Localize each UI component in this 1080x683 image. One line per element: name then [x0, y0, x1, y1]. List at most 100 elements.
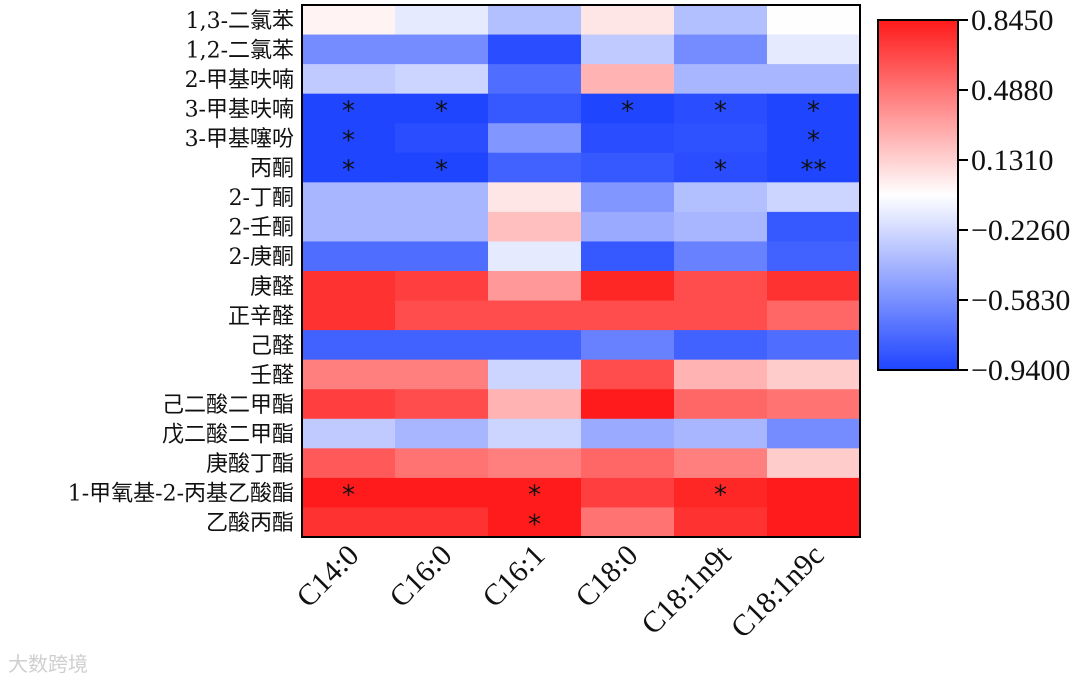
- row-label: 正辛醛: [228, 304, 294, 329]
- heatmap-cell: [302, 93, 396, 124]
- heatmap-cell: [302, 507, 396, 538]
- heatmap-cell: [767, 34, 861, 65]
- heatmap-cell: [395, 389, 489, 420]
- row-label: 2-甲基呋喃: [185, 68, 294, 93]
- heatmap-cell: [767, 418, 861, 449]
- heatmap-cell: [581, 34, 675, 65]
- significance-mark: *: [528, 481, 541, 511]
- significance-mark: *: [807, 96, 820, 126]
- heatmap-cell: [674, 271, 768, 302]
- heatmap-cell: [302, 300, 396, 331]
- heatmap-cell: [488, 34, 582, 65]
- column-label: C14:0: [290, 539, 365, 614]
- heatmap-cell: [488, 123, 582, 154]
- column-label: C18:1n9c: [725, 539, 831, 645]
- heatmap-cell: [581, 64, 675, 95]
- heatmap-cell: [488, 152, 582, 183]
- heatmap-cell: [581, 182, 675, 213]
- colorbar: 0.8450 0.4880 0.1310 −0.2260 −0.5830 −0.9400: [877, 4, 1070, 387]
- heatmap-cell: [488, 271, 582, 302]
- column-label: C16:1: [476, 539, 551, 614]
- column-label: C18:1n9t: [635, 538, 738, 641]
- heatmap-cell: [767, 359, 861, 390]
- heatmap-cell: [674, 152, 768, 183]
- heatmap-cell: [302, 359, 396, 390]
- heatmap-cell: [581, 477, 675, 509]
- heatmap-cell: [488, 211, 582, 243]
- heatmap-cell: [395, 182, 489, 213]
- colorbar-tick-label: −0.2260: [971, 214, 1070, 247]
- row-label: 2-壬酮: [229, 216, 294, 241]
- heatmap-cell: [302, 211, 396, 243]
- heatmap-cell: [674, 241, 768, 272]
- heatmap-cell: [581, 389, 675, 420]
- heatmap-cell: [767, 448, 861, 479]
- heatmap-cell: [395, 330, 489, 361]
- heatmap-cell: [674, 64, 768, 95]
- heatmap-cell: [488, 330, 582, 361]
- heatmap-cell: [581, 507, 675, 538]
- heatmap-cell: [302, 241, 396, 272]
- row-label: 1,3-二氯苯: [186, 9, 294, 34]
- heatmap-cell: [767, 93, 861, 124]
- significance-mark: *: [621, 96, 634, 126]
- heatmap-cell: [488, 300, 582, 331]
- heatmap-cell: [302, 477, 396, 509]
- heatmap-cells: [302, 5, 861, 538]
- heatmap-cell: [581, 241, 675, 272]
- heatmap-cell: [581, 211, 675, 243]
- significance-mark: **: [801, 156, 827, 186]
- row-label: 1-甲氧基-2-丙基乙酸酯: [68, 482, 294, 507]
- significance-mark: *: [435, 96, 448, 126]
- heatmap-cell: [767, 64, 861, 95]
- heatmap-cell: [674, 477, 768, 509]
- heatmap-cell: [395, 34, 489, 65]
- significance-mark: *: [342, 481, 355, 511]
- heatmap-cell: [488, 359, 582, 390]
- row-label: 庚醛: [250, 275, 294, 300]
- heatmap-cell: [767, 507, 861, 538]
- heatmap-cell: [674, 123, 768, 154]
- heatmap-cell: [581, 5, 675, 36]
- heatmap-cell: [302, 418, 396, 449]
- row-label: 3-甲基噻吩: [185, 127, 294, 152]
- colorbar-tick-label: −0.5830: [971, 284, 1070, 317]
- watermark: 大数跨境: [8, 652, 88, 676]
- colorbar-tick-label: 0.1310: [971, 144, 1054, 177]
- significance-mark: *: [342, 156, 355, 186]
- heatmap-cell: [302, 389, 396, 420]
- row-label: 己醛: [250, 334, 294, 359]
- row-label: 2-丁酮: [229, 186, 294, 211]
- column-label: C16:0: [383, 539, 458, 614]
- heatmap-cell: [674, 34, 768, 65]
- heatmap-cell: [581, 418, 675, 449]
- heatmap-cell: [395, 507, 489, 538]
- colorbar-tick-label: 0.8450: [971, 4, 1054, 37]
- heatmap-cell: [302, 271, 396, 302]
- heatmap-cell: [767, 389, 861, 420]
- heatmap-cell: [581, 359, 675, 390]
- colorbar-tick-label: 0.4880: [971, 74, 1054, 107]
- heatmap-cell: [395, 241, 489, 272]
- heatmap-cell: [488, 418, 582, 449]
- colorbar-gradient: [877, 19, 959, 371]
- heatmap-cell: [674, 182, 768, 213]
- heatmap-cell: [581, 300, 675, 331]
- heatmap-cell: [767, 182, 861, 213]
- column-label: C18:0: [569, 539, 644, 614]
- heatmap-cell: [767, 477, 861, 509]
- significance-mark: *: [714, 96, 727, 126]
- significance-mark: *: [528, 510, 541, 540]
- heatmap-cell: [395, 300, 489, 331]
- heatmap-cell: [488, 389, 582, 420]
- heatmap-cell: [488, 93, 582, 124]
- heatmap-cell: [302, 448, 396, 479]
- heatmap-cell: [395, 271, 489, 302]
- heatmap-cell: [488, 5, 582, 36]
- heatmap-cell: [674, 93, 768, 124]
- heatmap-cell: [674, 418, 768, 449]
- heatmap-cell: [767, 123, 861, 154]
- row-label: 戊二酸二甲酯: [162, 423, 294, 448]
